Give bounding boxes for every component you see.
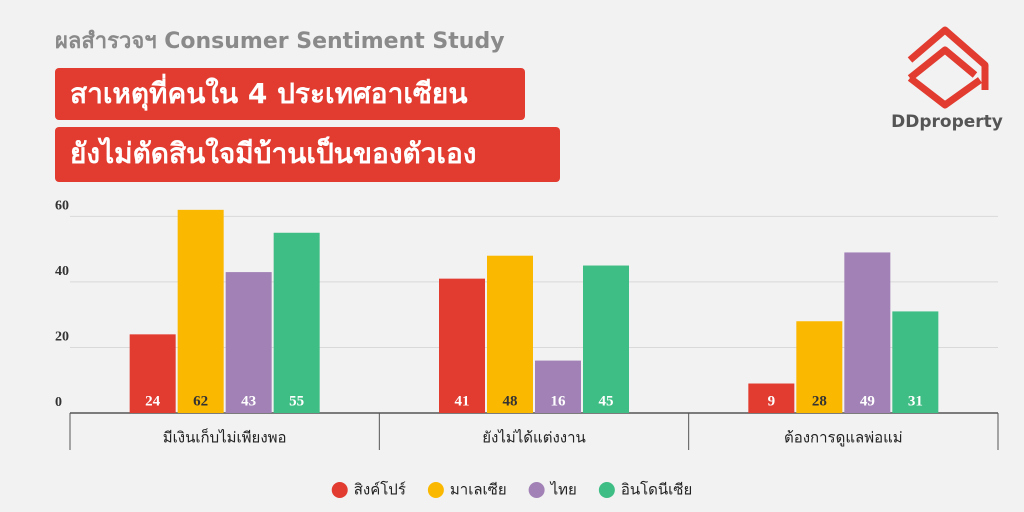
bar (892, 311, 939, 413)
legend-marker (331, 482, 348, 498)
legend-label: อินโดนีเซีย (621, 481, 692, 499)
y-tick-label: 0 (55, 395, 62, 410)
legend-label: ไทย (550, 481, 577, 499)
x-tick-label: มีเงินเก็บไม่เพียงพอ (163, 428, 287, 447)
legend-marker (598, 482, 615, 498)
value-label: 28 (812, 393, 827, 409)
title-line: ยังไม่ตัดสินใจมีบ้านเป็นของตัวเอง (70, 136, 476, 170)
bar (273, 232, 320, 413)
value-label: 24 (145, 393, 161, 409)
legend: สิงค์โปร์ มาเลเซีย ไทย อินโดนีเซีย (331, 481, 692, 499)
bar (487, 255, 533, 413)
logo-text: DDproperty (891, 112, 1003, 132)
bar (583, 265, 629, 413)
title-box (55, 68, 525, 120)
value-label: 31 (908, 393, 923, 409)
bar (844, 252, 891, 413)
bar (796, 321, 843, 413)
y-tick-label: 20 (55, 330, 69, 345)
value-label: 41 (455, 393, 470, 409)
value-label: 48 (503, 393, 518, 409)
legend-marker (427, 482, 444, 498)
x-tick-label: ต้องการดูแลพ่อแม่ (784, 429, 903, 447)
bar (225, 272, 272, 413)
value-label: 43 (241, 393, 256, 409)
legend-label: มาเลเซีย (450, 481, 507, 499)
logo-icon (907, 26, 989, 109)
value-label: 9 (768, 393, 776, 409)
title-box (55, 127, 560, 182)
y-tick-label: 60 (55, 199, 69, 214)
subtitle: ผลสำรวจฯ Consumer Sentiment Study (55, 29, 505, 54)
title-line: สาเหตุที่คนใน 4 ประเทศอาเซียน (70, 73, 467, 111)
bar (439, 278, 485, 413)
value-label: 62 (193, 393, 208, 409)
legend-label: สิงค์โปร์ (354, 481, 406, 499)
x-tick-label: ยังไม่ได้แต่งงาน (482, 429, 586, 447)
value-label: 16 (551, 393, 567, 409)
bar (535, 360, 581, 413)
bar (129, 334, 176, 413)
value-label: 45 (599, 393, 614, 409)
bar (748, 383, 795, 413)
legend-marker (528, 482, 545, 498)
y-tick-label: 40 (55, 264, 69, 279)
value-label: 49 (860, 393, 875, 409)
value-label: 55 (289, 393, 304, 409)
bar (177, 209, 224, 413)
